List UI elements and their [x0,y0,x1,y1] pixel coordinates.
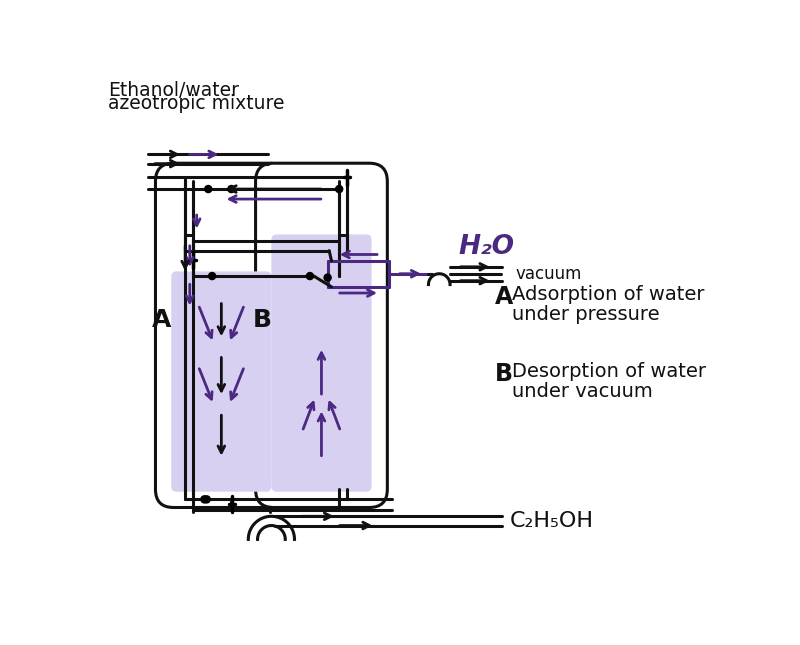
Text: under pressure: under pressure [512,304,659,324]
Text: B: B [494,362,513,386]
Text: Ethanol/water: Ethanol/water [108,81,239,100]
FancyBboxPatch shape [271,234,371,491]
Circle shape [204,185,213,194]
Text: Adsorption of water: Adsorption of water [512,285,704,304]
Circle shape [227,185,235,194]
Text: A: A [494,285,513,310]
Text: C₂H₅OH: C₂H₅OH [510,511,594,531]
Text: azeotropic mixture: azeotropic mixture [108,94,285,114]
Text: A: A [152,308,172,332]
FancyBboxPatch shape [171,272,271,491]
Circle shape [323,273,332,282]
FancyBboxPatch shape [155,163,287,508]
FancyBboxPatch shape [255,163,387,508]
Circle shape [202,495,211,504]
Circle shape [306,272,314,281]
Text: H₂O: H₂O [458,233,514,260]
Circle shape [335,185,343,194]
Text: Desorption of water: Desorption of water [512,362,706,381]
Circle shape [208,272,216,281]
Text: under vacuum: under vacuum [512,382,652,401]
Circle shape [200,495,209,504]
Text: vacuum: vacuum [515,264,582,283]
Text: B: B [253,308,272,332]
